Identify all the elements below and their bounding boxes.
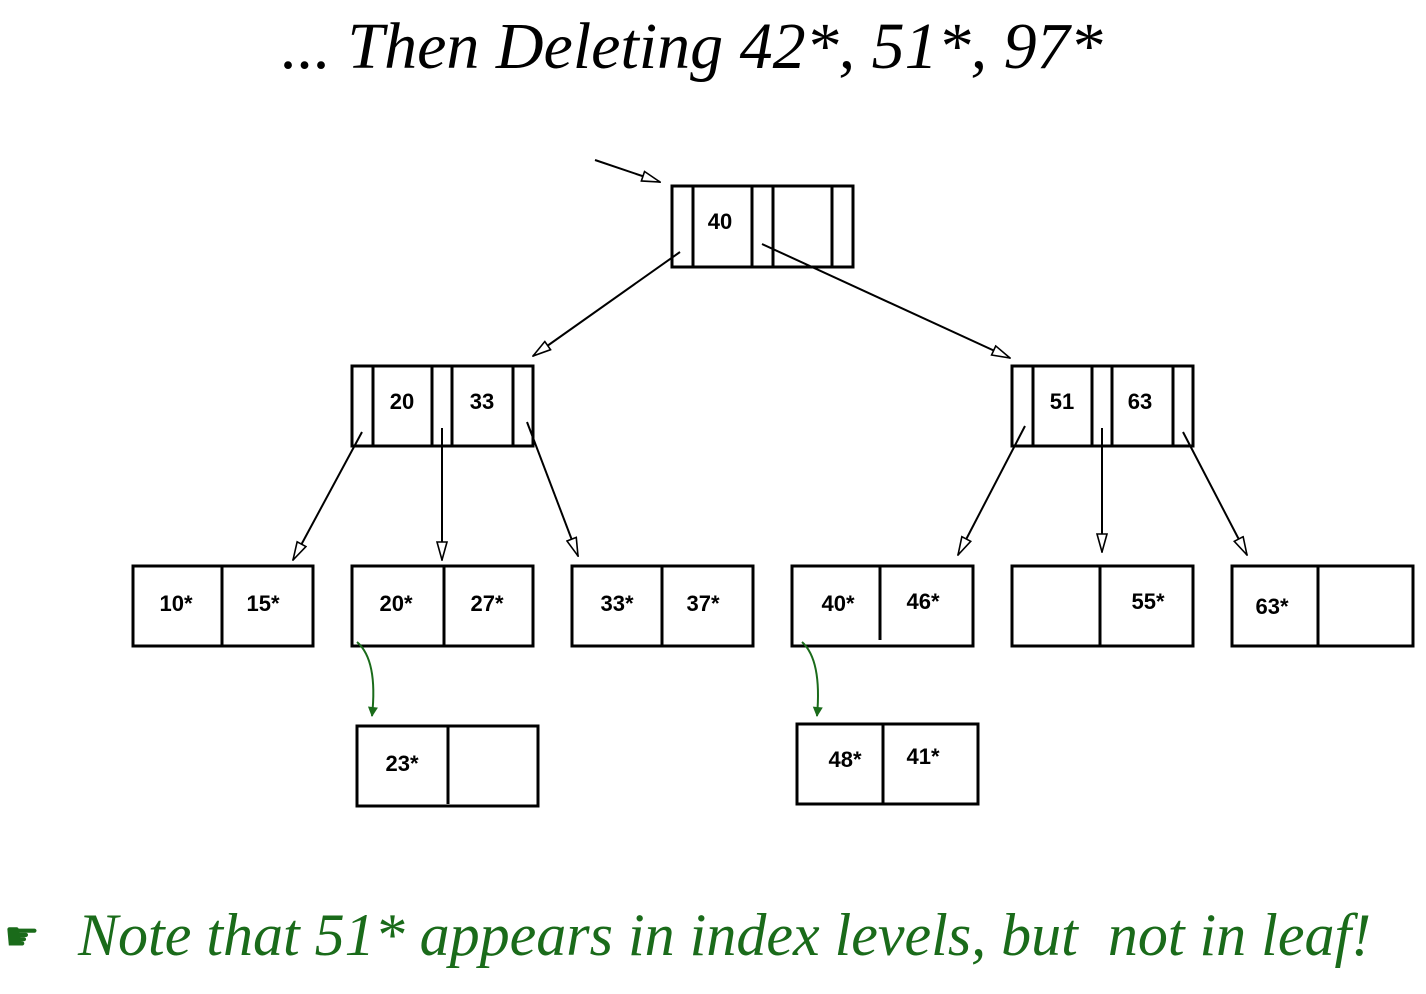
leaf: 55*	[1010, 564, 1195, 648]
key: 55*	[1131, 589, 1164, 614]
key: 33*	[600, 591, 633, 616]
key: 63	[1128, 389, 1152, 414]
key: 40	[708, 209, 732, 234]
leaf: 10* 15*	[131, 564, 315, 648]
key: 20*	[379, 591, 412, 616]
key: 20	[390, 389, 414, 414]
key: 41*	[906, 744, 939, 769]
leaf: 40* 46*	[790, 564, 975, 648]
root-node: 40	[670, 184, 855, 269]
leaf: 33* 37*	[570, 564, 755, 648]
overflow-page: 23*	[355, 724, 540, 808]
key: 63*	[1255, 594, 1288, 619]
key: 15*	[246, 591, 279, 616]
bullet: ☛	[4, 914, 40, 960]
key: 51	[1050, 389, 1074, 414]
overflow-page: 48* 41*	[795, 722, 980, 806]
leaf: 63*	[1230, 564, 1415, 648]
title: ... Then Deleting 42*, 51*, 97*	[281, 10, 1102, 83]
key: 40*	[821, 591, 854, 616]
key: 48*	[828, 747, 861, 772]
key: 33	[470, 389, 494, 414]
pointers	[293, 159, 1247, 717]
key: 46*	[906, 589, 939, 614]
leaf: 20* 27*	[350, 564, 535, 648]
key: 10*	[159, 591, 192, 616]
key: 37*	[686, 591, 719, 616]
key: 27*	[470, 591, 503, 616]
key: 23*	[385, 751, 418, 776]
note: Note that 51* appears in index levels, b…	[77, 902, 1371, 968]
